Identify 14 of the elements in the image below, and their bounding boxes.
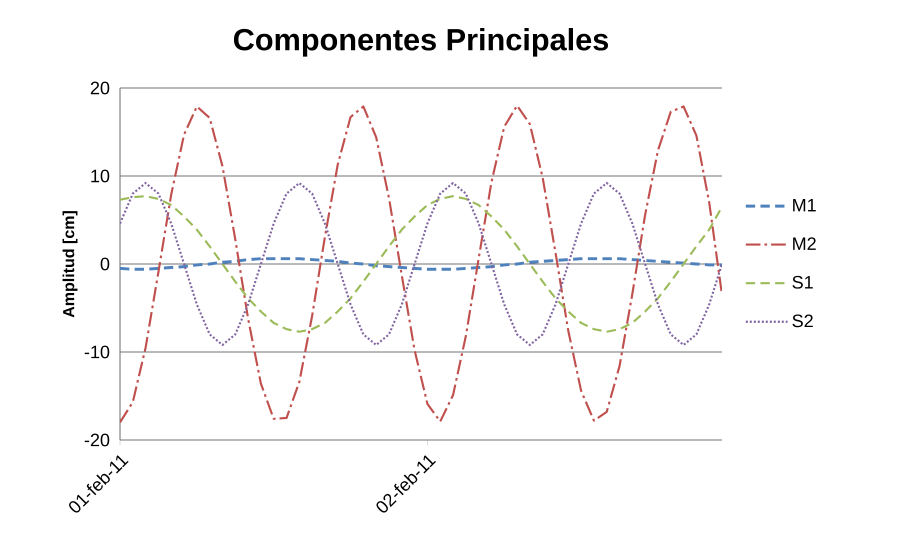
legend-label: S2 bbox=[792, 314, 813, 328]
line-series bbox=[120, 195, 722, 333]
line-series bbox=[120, 104, 722, 424]
legend-label: M2 bbox=[793, 237, 816, 250]
chart-title: Componentes Principales bbox=[234, 28, 608, 57]
y-tick-label: 0 bbox=[100, 258, 110, 270]
legend-label: M1 bbox=[793, 198, 816, 212]
legend-label: S1 bbox=[792, 276, 813, 289]
y-tick-label: 20 bbox=[90, 82, 110, 94]
line-series bbox=[120, 182, 722, 346]
y-tick-label: -10 bbox=[84, 346, 110, 358]
y-tick-label: 10 bbox=[91, 170, 110, 182]
y-axis-title: Amplitud [cm] bbox=[62, 211, 78, 318]
y-tick-label: -20 bbox=[84, 434, 110, 446]
